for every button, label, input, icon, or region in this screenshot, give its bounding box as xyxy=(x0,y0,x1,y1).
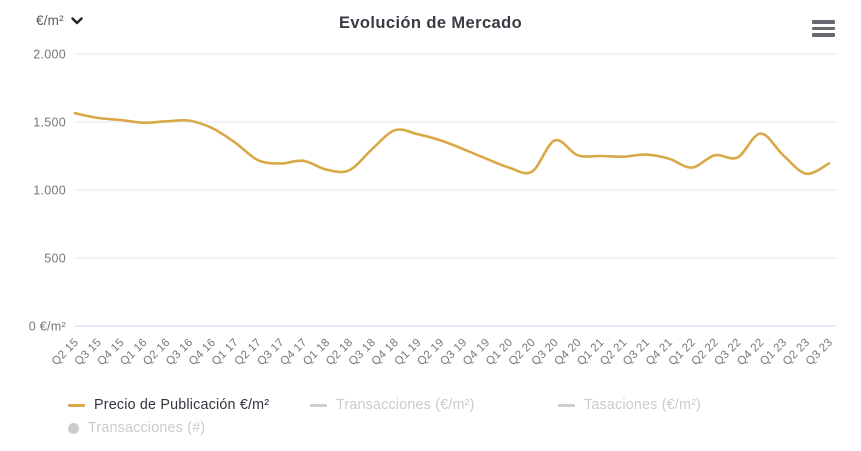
legend-item-transacciones-eur-m2[interactable]: Transacciones (€/m²) xyxy=(310,397,558,413)
legend-item-precio-de-publicacion[interactable]: Precio de Publicación €/m² xyxy=(68,397,310,413)
legend-item-label: Tasaciones (€/m²) xyxy=(584,397,702,413)
chart-menu-button[interactable] xyxy=(812,20,836,38)
legend-line-marker-icon xyxy=(68,403,85,407)
y-axis-tick-label: 1.000 xyxy=(33,184,66,198)
legend-item-transacciones-num[interactable]: Transacciones (#) xyxy=(68,420,205,436)
chart-header: €/m² Evolución de Mercado xyxy=(0,0,861,44)
legend-line-marker-icon xyxy=(558,403,575,407)
unit-selector-dropdown[interactable]: €/m² xyxy=(36,13,83,28)
y-axis-tick-label: 500 xyxy=(44,252,66,266)
chevron-down-icon xyxy=(71,16,83,24)
legend-item-label: Transacciones (#) xyxy=(88,420,206,436)
legend-item-label: Transacciones (€/m²) xyxy=(336,397,475,413)
unit-selector-label: €/m² xyxy=(36,13,64,28)
legend-circle-marker-icon xyxy=(68,422,79,434)
legend-item-label: Precio de Publicación €/m² xyxy=(94,397,270,413)
y-axis-tick-label: 2.000 xyxy=(33,48,66,62)
page-title: Evolución de Mercado xyxy=(338,14,523,32)
legend-item-tasaciones-eur-m2[interactable]: Tasaciones (€/m²) xyxy=(558,397,701,413)
y-axis-tick-label: 0 €/m² xyxy=(29,320,66,334)
legend-row-2: Transacciones (#) xyxy=(68,420,861,436)
legend-row-1: Precio de Publicación €/m² Transacciones … xyxy=(68,397,861,413)
legend-line-marker-icon xyxy=(310,403,327,407)
y-axis-tick-label: 1.500 xyxy=(33,116,66,130)
hamburger-icon xyxy=(812,20,835,37)
price-series-line[interactable] xyxy=(73,111,831,176)
